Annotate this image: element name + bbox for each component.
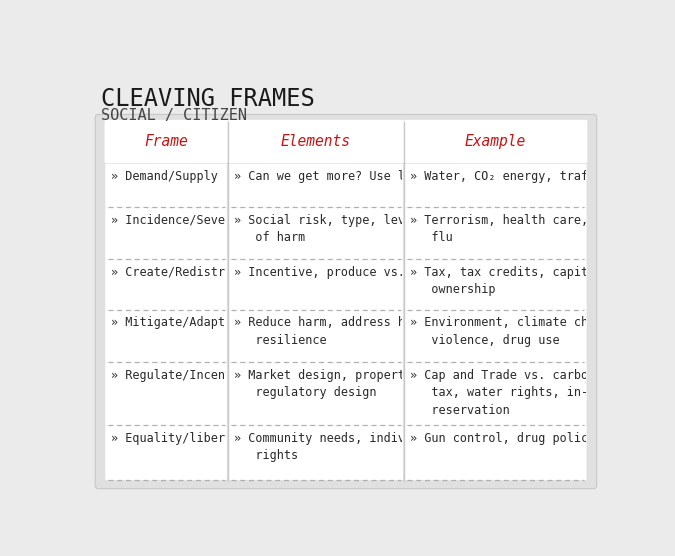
FancyBboxPatch shape [228, 260, 403, 310]
Text: » Gun control, drug policy: » Gun control, drug policy [410, 432, 595, 445]
FancyBboxPatch shape [228, 310, 403, 363]
FancyBboxPatch shape [228, 426, 403, 480]
FancyBboxPatch shape [404, 207, 587, 260]
Text: SOCIAL / CITIZEN: SOCIAL / CITIZEN [101, 107, 248, 122]
FancyBboxPatch shape [404, 120, 587, 163]
FancyBboxPatch shape [228, 163, 403, 207]
Text: » Incidence/Severity: » Incidence/Severity [111, 214, 253, 226]
FancyBboxPatch shape [105, 207, 227, 260]
FancyBboxPatch shape [228, 363, 403, 426]
Text: » Demand/Supply: » Demand/Supply [111, 170, 217, 183]
FancyBboxPatch shape [404, 310, 587, 363]
FancyBboxPatch shape [95, 115, 597, 489]
Text: Frame: Frame [144, 134, 188, 149]
Text: » Cap and Trade vs. carbon
   tax, water rights, in-stream
   reservation: » Cap and Trade vs. carbon tax, water ri… [410, 369, 631, 416]
Text: » Create/Redistribute: » Create/Redistribute [111, 266, 261, 279]
Text: » Equality/liberty: » Equality/liberty [111, 432, 239, 445]
Text: » Regulate/Incentives: » Regulate/Incentives [111, 369, 261, 381]
Text: » Mitigate/Adapt: » Mitigate/Adapt [111, 316, 225, 329]
FancyBboxPatch shape [105, 363, 227, 426]
FancyBboxPatch shape [105, 163, 227, 207]
FancyBboxPatch shape [404, 260, 587, 310]
FancyBboxPatch shape [404, 363, 587, 426]
Text: » Community needs, individual
   rights: » Community needs, individual rights [234, 432, 441, 462]
Text: » Incentive, produce vs. tax: » Incentive, produce vs. tax [234, 266, 433, 279]
Text: » Reduce harm, address harm,
   resilience: » Reduce harm, address harm, resilience [234, 316, 433, 346]
FancyBboxPatch shape [404, 426, 587, 480]
FancyBboxPatch shape [105, 120, 227, 163]
Text: Elements: Elements [281, 134, 351, 149]
Text: » Social risk, type, level, and risk
   of harm: » Social risk, type, level, and risk of … [234, 214, 490, 244]
FancyBboxPatch shape [227, 120, 404, 163]
FancyBboxPatch shape [105, 260, 227, 310]
FancyBboxPatch shape [105, 310, 227, 363]
Text: » Tax, tax credits, capital gains,
   ownership: » Tax, tax credits, capital gains, owner… [410, 266, 652, 296]
Text: Example: Example [465, 134, 526, 149]
Text: » Environment, climate change,
   violence, drug use: » Environment, climate change, violence,… [410, 316, 624, 346]
FancyBboxPatch shape [404, 163, 587, 207]
Text: » Terrorism, health care, bird
   flu: » Terrorism, health care, bird flu [410, 214, 624, 244]
Text: CLEAVING FRAMES: CLEAVING FRAMES [101, 87, 315, 111]
Text: » Market design, property rights,
   regulatory design: » Market design, property rights, regula… [234, 369, 469, 399]
Text: » Water, CO₂ energy, traffic: » Water, CO₂ energy, traffic [410, 170, 610, 183]
FancyBboxPatch shape [228, 207, 403, 260]
FancyBboxPatch shape [105, 426, 227, 480]
Text: » Can we get more? Use less.: » Can we get more? Use less. [234, 170, 433, 183]
